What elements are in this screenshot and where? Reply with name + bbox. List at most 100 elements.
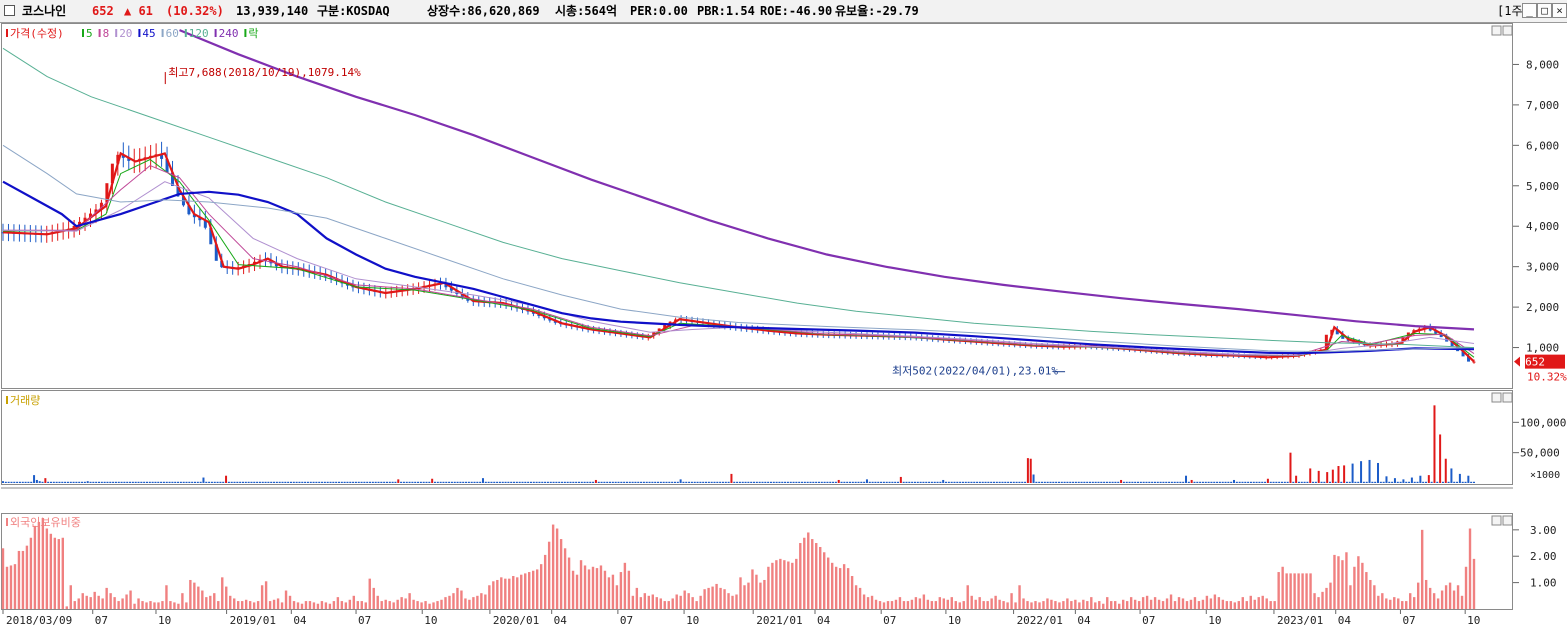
volume-bar xyxy=(795,481,798,483)
volume-bar xyxy=(326,481,329,483)
panel-min-button[interactable] xyxy=(1491,515,1502,526)
foreign-bar xyxy=(296,602,300,609)
volume-ytick-label: 50,000 xyxy=(1520,447,1560,460)
volume-bar xyxy=(100,481,103,483)
volume-bar xyxy=(453,481,456,483)
volume-bar xyxy=(1049,481,1052,483)
volume-bar xyxy=(371,481,374,483)
volume-bar xyxy=(154,481,157,483)
x-tick-label: 10 xyxy=(1467,614,1480,627)
foreign-bar xyxy=(1289,573,1292,609)
foreign-bar xyxy=(1169,594,1173,609)
panel-close-button[interactable] xyxy=(1502,25,1513,36)
foreign-bar xyxy=(256,601,260,609)
panel-close-button[interactable] xyxy=(1502,392,1513,403)
volume-bar xyxy=(1377,462,1380,483)
volume-bar xyxy=(600,481,603,483)
foreign-bar xyxy=(1393,597,1396,609)
foreign-bar xyxy=(1249,595,1252,609)
candle-body xyxy=(1439,333,1443,338)
foreign-bar xyxy=(878,601,882,609)
volume-bar xyxy=(1458,473,1461,483)
volume-bar xyxy=(803,481,806,483)
volume-bar xyxy=(673,481,676,483)
candle-body xyxy=(214,244,218,261)
volume-bar xyxy=(840,481,843,483)
volume-bar xyxy=(1190,479,1193,483)
volume-bar xyxy=(1187,481,1190,483)
candle-body xyxy=(652,331,656,336)
candle-body xyxy=(274,263,278,267)
volume-bar xyxy=(1041,481,1044,483)
volume-bar xyxy=(1145,481,1148,483)
volume-bar xyxy=(1433,405,1436,483)
foreign-bar xyxy=(1428,587,1432,609)
foreign-bar xyxy=(1197,601,1201,609)
volume-bar xyxy=(507,481,510,483)
volume-bar xyxy=(1083,481,1086,483)
foreign-bar xyxy=(930,601,934,609)
foreign-bar xyxy=(1409,593,1412,609)
volume-bar xyxy=(1436,481,1439,483)
volume-bar xyxy=(168,481,171,483)
panel-min-button[interactable] xyxy=(1491,392,1502,403)
volume-bar xyxy=(222,481,225,483)
foreign-bar xyxy=(264,581,268,609)
volume-bar xyxy=(1207,481,1210,483)
volume-bar xyxy=(1266,478,1269,483)
candle-body xyxy=(1472,361,1476,363)
panel-close-button[interactable] xyxy=(1502,515,1513,526)
minimize-button[interactable]: _ xyxy=(1522,3,1537,18)
close-button[interactable]: × xyxy=(1552,3,1567,18)
foreign-bar xyxy=(29,537,33,609)
foreign-bar xyxy=(882,602,886,609)
foreign-bar xyxy=(324,602,328,609)
foreign-bar xyxy=(488,585,491,609)
foreign-bar xyxy=(392,602,395,609)
stock-checkbox[interactable] xyxy=(4,5,15,16)
foreign-bar xyxy=(1094,602,1097,609)
volume-bar xyxy=(1100,481,1103,483)
high-annotation: 최고7,688(2018/10/19),1079.14% xyxy=(168,66,361,79)
volume-bar xyxy=(151,481,154,483)
volume-bar xyxy=(1312,481,1315,483)
foreign-legend-marker xyxy=(6,518,8,526)
foreign-bar xyxy=(591,566,595,609)
foreign-bar xyxy=(468,599,471,609)
volume-bar xyxy=(947,481,950,483)
volume-bar xyxy=(1309,468,1312,483)
volume-bar xyxy=(1216,481,1219,483)
volume-bar xyxy=(411,481,414,483)
candle-body xyxy=(444,283,448,288)
foreign-bar xyxy=(715,583,718,609)
volume-bar xyxy=(671,481,674,483)
foreign-bar xyxy=(635,587,639,609)
volume-bar xyxy=(916,481,919,483)
volume-bar xyxy=(137,481,140,483)
volume-bar xyxy=(727,481,730,483)
volume-bar xyxy=(1360,461,1363,483)
volume-bar xyxy=(945,481,948,483)
foreign-bar xyxy=(149,601,152,609)
foreign-bar xyxy=(460,590,463,609)
panel-min-button[interactable] xyxy=(1491,25,1502,36)
foreign-bar xyxy=(456,587,459,609)
volume-bar xyxy=(815,481,818,483)
foreign-bar xyxy=(1464,566,1468,609)
volume-bar xyxy=(849,481,852,483)
legend-marker xyxy=(82,29,84,37)
volume-bar xyxy=(66,481,69,483)
foreign-bar xyxy=(252,602,256,609)
volume-bar xyxy=(657,481,660,483)
volume-bar xyxy=(24,481,27,483)
foreign-bar xyxy=(1313,593,1316,609)
volume-bar xyxy=(733,481,736,483)
foreign-bar xyxy=(659,598,662,609)
foreign-bar xyxy=(1026,601,1029,609)
foreign-bar xyxy=(795,558,798,609)
restore-button[interactable]: □ xyxy=(1537,3,1552,18)
period-selector[interactable]: [1주] xyxy=(1497,4,1530,18)
volume-bar xyxy=(597,481,600,483)
volume-bar xyxy=(702,481,705,483)
